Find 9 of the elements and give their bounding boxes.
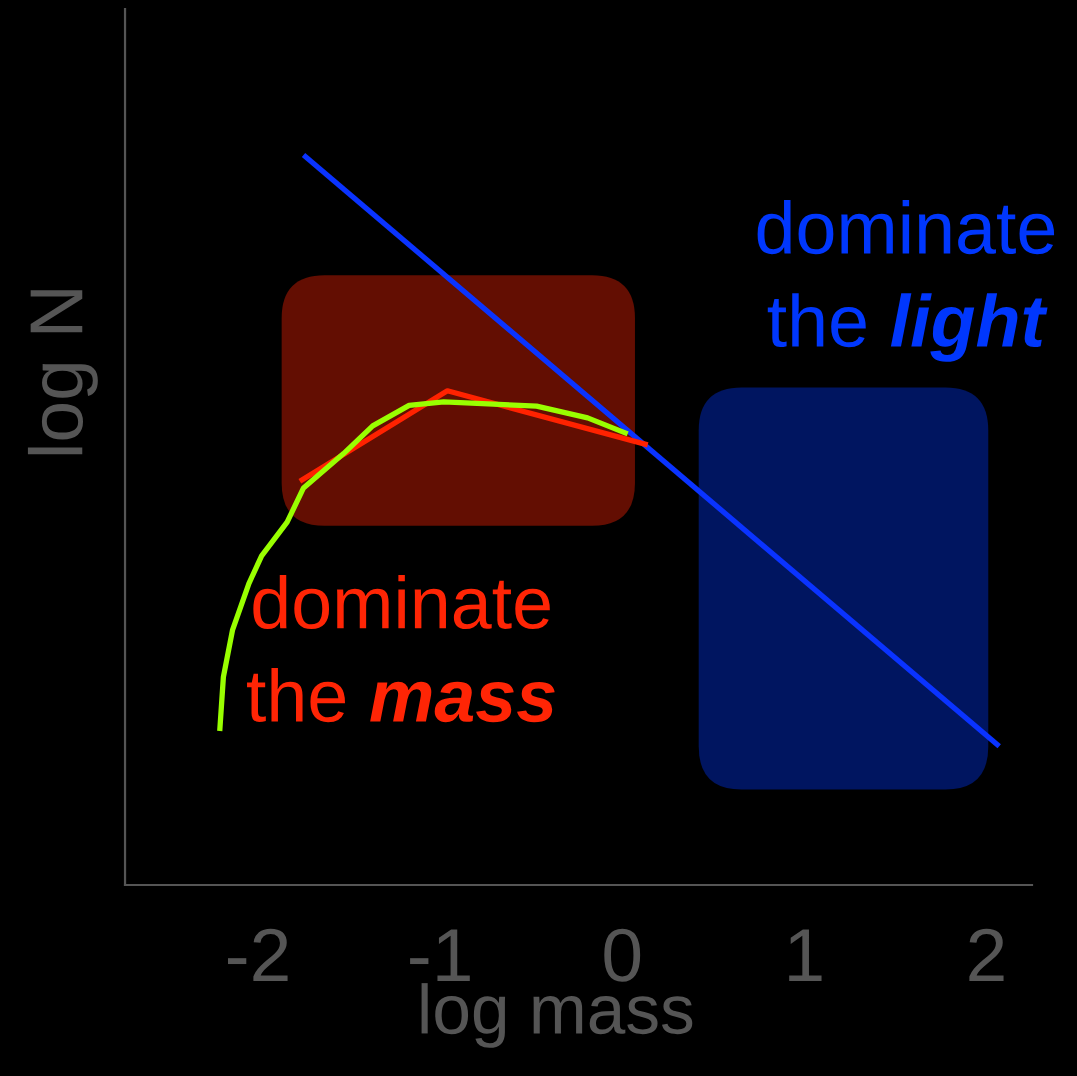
x-tick-label: 1 — [789, 929, 822, 982]
x-tick-label: -1 — [410, 929, 470, 982]
band-label: dominate the mass — [247, 575, 555, 723]
band-label: dominate the light — [757, 200, 1055, 362]
x-axis-title: log mass — [421, 983, 693, 1048]
x-tick-label: -2 — [227, 928, 288, 982]
x-tick-label: 0 — [604, 928, 641, 982]
x-tick-label: 2 — [969, 928, 1004, 982]
y-axis-title: log N — [27, 290, 98, 455]
